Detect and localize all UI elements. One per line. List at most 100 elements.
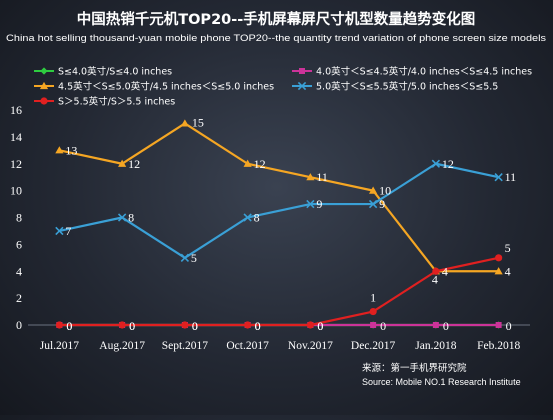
data-point: [495, 254, 503, 262]
data-label: 12: [128, 157, 140, 171]
data-point-stroke: [431, 159, 441, 168]
data-point: [40, 67, 48, 75]
x-tick-label: Feb.2018: [477, 340, 520, 352]
y-tick-label: 16: [10, 103, 22, 117]
data-label: 0: [66, 319, 72, 333]
data-point: [431, 159, 441, 168]
y-tick-label: 8: [16, 211, 22, 225]
data-label: 5: [191, 251, 197, 265]
data-point: [432, 322, 439, 328]
y-tick-label: 0: [16, 318, 22, 332]
y-tick-label: 2: [16, 291, 22, 305]
data-point: [117, 213, 127, 222]
y-tick-label: 6: [16, 237, 22, 251]
data-label: 9: [316, 197, 322, 211]
data-point: [39, 81, 49, 90]
data-point: [40, 97, 48, 105]
data-label: 12: [442, 157, 454, 171]
legend: S≤4.0英寸/S≤4.0 inches 4.0英寸＜S≤4.5英寸/4.0 in…: [34, 66, 532, 108]
legend-item: 4.0英寸＜S≤4.5英寸/4.0 inches＜S≤4.5 inches: [292, 66, 532, 78]
legend-item: 4.5英寸＜S≤5.0英寸/4.5 inches＜S≤5.0 inches: [34, 81, 274, 93]
data-point-stroke: [117, 213, 127, 222]
series-line: [59, 162, 499, 259]
data-point: [306, 173, 315, 181]
data-point: [55, 226, 64, 236]
data-point: [299, 68, 305, 74]
data-point: [118, 159, 127, 167]
x-tick-label: Sept.2017: [162, 340, 209, 352]
data-label: 0: [380, 319, 386, 333]
y-tick-label: 10: [10, 184, 22, 198]
data-label: 4: [505, 264, 511, 278]
series-layer: [55, 119, 503, 329]
data-point-stroke: [306, 199, 315, 209]
series-3: [55, 119, 503, 275]
data-label: 0: [66, 319, 72, 333]
data-label: 0: [129, 319, 135, 333]
data-label: 1: [370, 291, 376, 305]
data-point: [306, 321, 314, 329]
data-point: [368, 199, 378, 209]
x-tick-label: Nov.2017: [288, 340, 333, 352]
series-line: [59, 122, 499, 273]
legend-label: 4.0英寸＜S≤4.5英寸/4.0 inches＜S≤4.5 inches: [316, 66, 532, 78]
data-point-stroke: [494, 173, 503, 182]
data-point: [369, 186, 378, 194]
x-tick-label: Aug.2017: [99, 340, 145, 352]
source-en: Source: Mobile NO.1 Research Institute: [362, 377, 521, 387]
data-point: [180, 119, 189, 127]
data-point: [494, 267, 503, 275]
data-label: 8: [254, 211, 260, 225]
legend-item: S≤4.0英寸/S≤4.0 inches: [34, 66, 172, 78]
data-label: 4: [432, 272, 438, 286]
data-label: 0: [317, 319, 323, 333]
data-point: [244, 321, 252, 329]
data-point: [306, 199, 315, 209]
series-line: [59, 256, 499, 327]
legend-label: S＞5.5英寸/S＞5.5 inches: [58, 96, 175, 108]
data-point: [370, 322, 377, 328]
data-label: 0: [443, 319, 449, 333]
data-label: 7: [65, 224, 71, 238]
data-point: [243, 213, 252, 222]
data-point: [297, 81, 307, 91]
data-point-stroke: [368, 199, 378, 209]
data-label: 11: [316, 170, 328, 184]
data-label: 0: [129, 319, 135, 333]
data-point: [432, 267, 440, 275]
data-point: [494, 173, 503, 182]
data-label: 12: [254, 157, 266, 171]
legend-label: 4.5英寸＜S≤5.0英寸/4.5 inches＜S≤5.0 inches: [58, 81, 274, 93]
x-tick-label: Oct.2017: [226, 340, 269, 352]
data-label: 13: [65, 143, 77, 157]
legend-item: 5.0英寸＜S≤5.5英寸/5.0 inches＜S≤5.5: [292, 81, 498, 93]
data-point-stroke: [243, 213, 252, 222]
data-label: 11: [505, 170, 517, 184]
chart-subtitle: China hot selling thousand-yuan mobile p…: [6, 33, 546, 44]
data-point: [369, 307, 377, 316]
data-point: [180, 253, 190, 262]
data-label: 0: [317, 319, 323, 333]
y-tick-label: 14: [10, 130, 22, 144]
data-point: [495, 322, 502, 328]
y-tick-label: 12: [10, 157, 22, 171]
legend-item: S＞5.5英寸/S＞5.5 inches: [34, 96, 175, 108]
data-point: [55, 321, 63, 329]
data-label: 15: [192, 115, 204, 129]
data-label: 0: [255, 319, 261, 333]
x-tick-label: Jan.2018: [415, 340, 456, 352]
data-point-stroke: [297, 81, 307, 91]
data-label: 0: [192, 319, 198, 333]
legend-label: S≤4.0英寸/S≤4.0 inches: [58, 66, 172, 78]
chart-title: 中国热销千元机TOP20--手机屏幕屏尺寸机型数量趋势变化图: [77, 10, 476, 28]
data-point: [118, 321, 126, 329]
data-point-stroke: [55, 226, 64, 236]
x-tick-label: Jul.2017: [40, 340, 80, 352]
data-point: [243, 159, 252, 167]
data-label: 9: [379, 197, 385, 211]
y-tick-label: 4: [16, 264, 22, 278]
